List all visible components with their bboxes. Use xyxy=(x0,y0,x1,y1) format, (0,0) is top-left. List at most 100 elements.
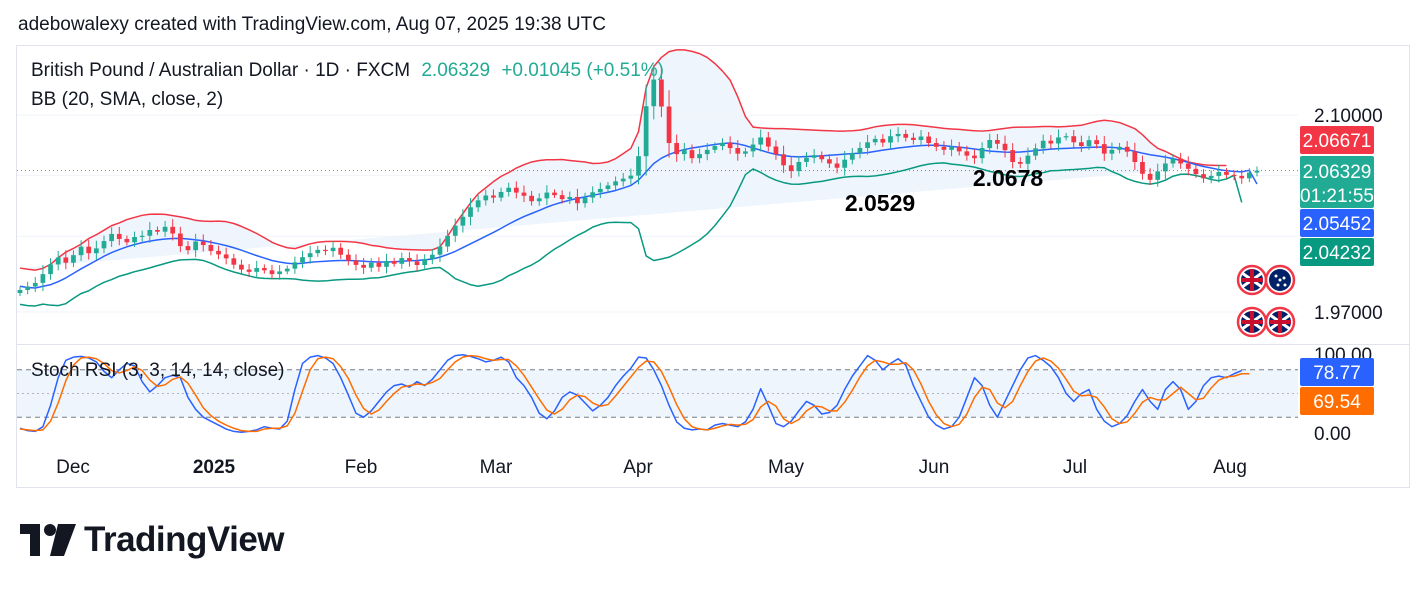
candle xyxy=(460,209,466,233)
gbp-flag-icon xyxy=(1236,306,1296,338)
candle xyxy=(926,131,932,148)
candle-body xyxy=(987,140,993,149)
candle-body xyxy=(704,149,710,155)
candle xyxy=(269,264,275,279)
candle xyxy=(1140,155,1145,180)
candle xyxy=(40,265,46,291)
candle-body xyxy=(345,254,351,261)
candle xyxy=(1002,135,1008,158)
candle xyxy=(498,187,504,202)
candle-body xyxy=(391,261,397,264)
candle xyxy=(422,254,428,270)
stoch-k-line xyxy=(19,354,1243,433)
candle xyxy=(1101,136,1107,161)
candle xyxy=(1132,142,1138,170)
symbol-title[interactable]: British Pound / Australian Dollar · 1D ·… xyxy=(31,60,411,81)
tradingview-logo[interactable]: TradingView xyxy=(20,520,285,560)
candle-body xyxy=(170,226,176,234)
candle-body xyxy=(743,151,748,154)
candle xyxy=(1040,134,1046,154)
candle-body xyxy=(323,249,328,252)
stoch-d-line xyxy=(19,354,1250,433)
candle xyxy=(93,240,99,261)
candle-body xyxy=(995,140,1000,144)
chart-frame[interactable] xyxy=(16,45,1410,488)
candle-body xyxy=(933,143,939,147)
flag-star xyxy=(1278,278,1282,282)
candle-body xyxy=(32,282,38,287)
candle-body xyxy=(475,200,481,208)
flag-star xyxy=(1274,274,1278,278)
candle xyxy=(636,146,641,185)
candle-body xyxy=(918,136,924,141)
candle-body xyxy=(720,142,725,147)
candle xyxy=(384,253,389,274)
candle xyxy=(918,129,924,146)
candle-body xyxy=(765,137,771,147)
bb-indicator-label[interactable]: BB (20, SMA, close, 2) xyxy=(31,89,224,110)
candle xyxy=(246,264,252,277)
candle-body xyxy=(1079,142,1084,147)
candle-body xyxy=(689,150,695,159)
candle-body xyxy=(1246,172,1252,179)
candle-body xyxy=(300,257,305,263)
candle-body xyxy=(208,245,214,251)
candle xyxy=(949,139,954,157)
candle xyxy=(827,154,832,168)
candle xyxy=(765,131,771,152)
candle xyxy=(353,254,359,271)
price-annotation: 2.0678 xyxy=(973,165,1044,191)
candle xyxy=(414,254,420,272)
candle xyxy=(1071,130,1077,148)
candle xyxy=(429,249,435,265)
stoch-rsi-panel xyxy=(17,354,1298,433)
candle-body xyxy=(911,137,916,141)
candle-body xyxy=(376,262,382,267)
candle xyxy=(223,247,229,265)
candle xyxy=(689,144,695,164)
candle xyxy=(552,189,557,199)
symbol-icons xyxy=(1236,264,1296,338)
candle xyxy=(292,256,298,274)
candle-body xyxy=(1155,171,1161,180)
candle xyxy=(376,257,382,272)
candle-body xyxy=(437,246,443,255)
price-change: +0.01045 (+0.51%) xyxy=(501,60,665,81)
candle-body xyxy=(659,79,664,107)
price-badge: 2.05452 xyxy=(1300,209,1374,237)
price-badge-label: 2.06329 xyxy=(1303,162,1372,183)
annotations: 2.0529 2.0678 xyxy=(845,165,1044,216)
candle-body xyxy=(1071,136,1077,143)
candle-body xyxy=(628,175,634,179)
candle-body xyxy=(956,146,962,152)
candle-body xyxy=(193,241,198,251)
candle-body xyxy=(666,106,672,144)
candle-body xyxy=(269,270,275,275)
candle-body xyxy=(697,154,702,159)
stoch-badge: 78.77 xyxy=(1300,358,1374,386)
candle-body xyxy=(979,148,985,159)
price-badge-label: 2.05452 xyxy=(1303,214,1372,235)
candle xyxy=(368,258,374,272)
candle xyxy=(613,176,618,190)
candle xyxy=(361,257,366,274)
time-tick-label: Feb xyxy=(345,457,378,478)
candle-body xyxy=(483,195,489,201)
price-badge-bg xyxy=(1300,209,1374,237)
candle xyxy=(345,249,351,266)
candle-body xyxy=(529,195,534,202)
candle-body xyxy=(1163,163,1168,172)
candle xyxy=(704,143,710,161)
candle xyxy=(254,260,260,279)
candle xyxy=(567,191,573,205)
candle xyxy=(170,219,176,241)
candle xyxy=(483,189,489,206)
candle xyxy=(1147,168,1153,185)
candle-body xyxy=(155,230,160,232)
stoch-rsi-label[interactable]: Stoch RSI (3, 3, 14, 14, close) xyxy=(31,360,285,381)
candle-body xyxy=(1193,168,1199,175)
candle-body xyxy=(552,192,557,196)
candle-body xyxy=(498,191,504,198)
candle xyxy=(124,235,130,246)
